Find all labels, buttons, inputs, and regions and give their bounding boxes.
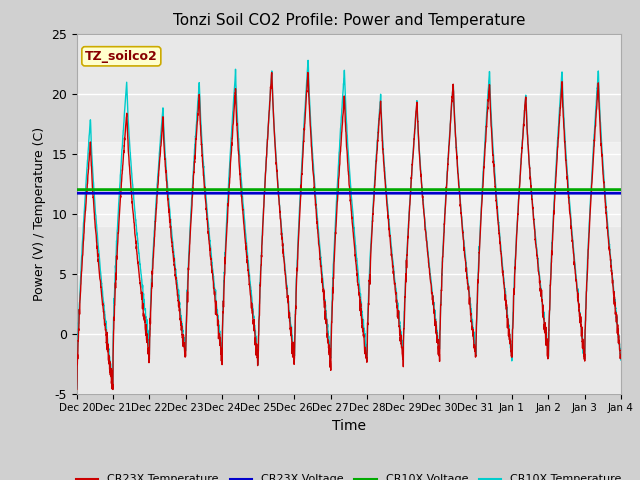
X-axis label: Time: Time: [332, 419, 366, 433]
Y-axis label: Power (V) / Temperature (C): Power (V) / Temperature (C): [33, 127, 45, 300]
Text: TZ_soilco2: TZ_soilco2: [85, 50, 157, 63]
Legend: CR23X Temperature, CR23X Voltage, CR10X Voltage, CR10X Temperature: CR23X Temperature, CR23X Voltage, CR10X …: [72, 470, 626, 480]
Title: Tonzi Soil CO2 Profile: Power and Temperature: Tonzi Soil CO2 Profile: Power and Temper…: [173, 13, 525, 28]
Bar: [77, 142, 621, 226]
